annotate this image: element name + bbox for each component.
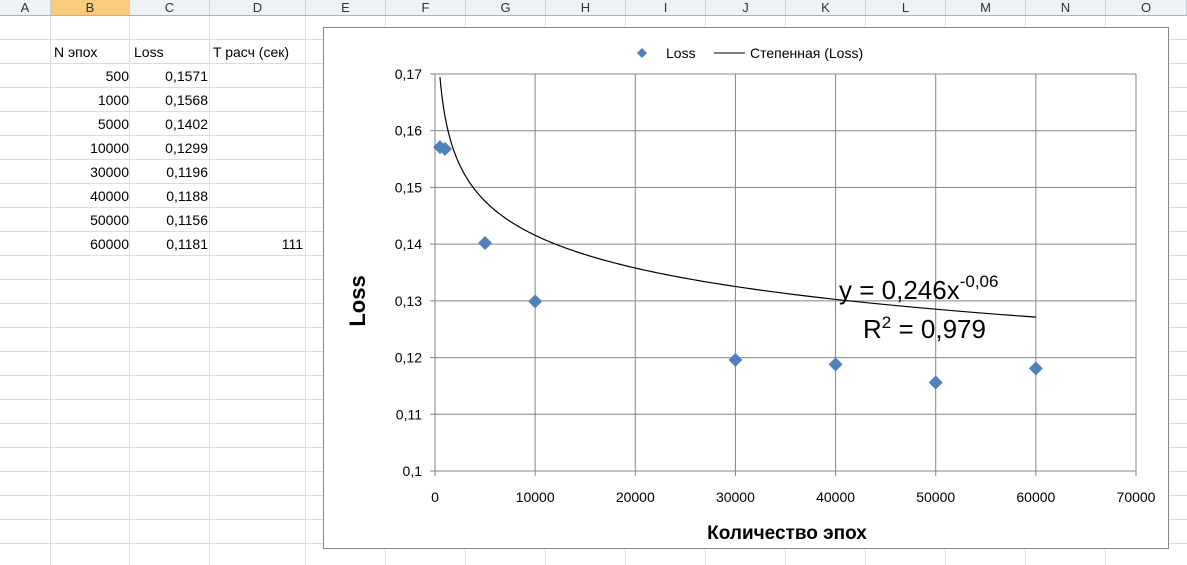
table-cell-loss[interactable]: 0,1196 bbox=[166, 164, 208, 180]
data-point[interactable] bbox=[438, 141, 453, 156]
y-axis-label: Loss bbox=[345, 275, 370, 326]
table-cell-t[interactable] bbox=[210, 208, 303, 232]
y-axis-ticks: 0,1 0,11 0,12 0,13 0,14 0,15 0,16 0,17 bbox=[395, 66, 435, 479]
column-header-a[interactable]: A bbox=[0, 0, 51, 15]
table-cell-n[interactable]: 30000 bbox=[90, 164, 129, 180]
x-axis-ticks: 0 10000 20000 30000 40000 50000 60000 70000 bbox=[431, 471, 1156, 505]
x-axis-label: Количество эпох bbox=[707, 523, 867, 544]
column-header-n[interactable]: N bbox=[1026, 0, 1106, 15]
table-cell-loss[interactable]: 0,1571 bbox=[165, 68, 208, 84]
y-tick-label: 0,13 bbox=[395, 293, 422, 309]
trendline-curve bbox=[439, 77, 1036, 318]
y-tick-label: 0,14 bbox=[395, 236, 422, 252]
chart[interactable]: 0,1 0,11 0,12 0,13 0,14 0,15 0,16 0,17 0 10000 20… bbox=[323, 27, 1169, 549]
header-loss[interactable]: Loss bbox=[134, 44, 164, 60]
table-cell-t[interactable] bbox=[210, 160, 303, 184]
y-tick-label: 0,17 bbox=[395, 66, 422, 82]
table-cell-t[interactable] bbox=[210, 112, 303, 136]
data-point[interactable] bbox=[1028, 361, 1043, 376]
table-cell-n[interactable]: 40000 bbox=[90, 188, 129, 204]
gridlines bbox=[434, 73, 1137, 472]
table-cell-t[interactable] bbox=[210, 88, 303, 112]
table-cell-n[interactable]: 5000 bbox=[97, 116, 129, 132]
loss-series bbox=[433, 140, 1043, 390]
data-point[interactable] bbox=[828, 357, 843, 372]
equation-text: y = 0,246x-0,06 bbox=[839, 272, 998, 305]
header-t-calc[interactable]: T расч (сек) bbox=[213, 44, 290, 60]
x-tick-label: 50000 bbox=[916, 489, 955, 505]
trendline bbox=[439, 77, 1036, 318]
x-tick-label: 20000 bbox=[616, 489, 655, 505]
grid-column-line bbox=[129, 16, 130, 565]
data-point[interactable] bbox=[528, 294, 543, 309]
table-cell-loss[interactable]: 0,1181 bbox=[166, 236, 208, 252]
x-tick-label: 70000 bbox=[1117, 489, 1156, 505]
x-tick-label: 60000 bbox=[1016, 489, 1055, 505]
legend-label-loss: Loss bbox=[666, 45, 696, 61]
y-tick-label: 0,16 bbox=[395, 123, 422, 139]
grid-column-line bbox=[305, 16, 306, 565]
column-header-l[interactable]: L bbox=[866, 0, 946, 15]
column-header-o[interactable]: O bbox=[1106, 0, 1187, 15]
table-cell-t[interactable] bbox=[210, 184, 303, 208]
column-header-k[interactable]: K bbox=[786, 0, 866, 15]
table-cell-t[interactable] bbox=[210, 136, 303, 160]
table-cell-t[interactable] bbox=[210, 64, 303, 88]
table-cell-loss[interactable]: 0,1156 bbox=[166, 212, 208, 228]
legend-label-trend: Степенная (Loss) bbox=[750, 45, 863, 61]
grid-column-line bbox=[50, 16, 51, 565]
table-cell-loss[interactable]: 0,1568 bbox=[165, 92, 208, 108]
legend-marker-loss bbox=[637, 48, 647, 58]
column-header-d[interactable]: D bbox=[210, 0, 306, 15]
data-point[interactable] bbox=[928, 375, 943, 390]
column-header-f[interactable]: F bbox=[386, 0, 466, 15]
trend-equation: y = 0,246x-0,06 R2 = 0,979 bbox=[839, 272, 998, 344]
table-cell-n[interactable]: 10000 bbox=[90, 140, 129, 156]
y-tick-label: 0,1 bbox=[403, 463, 423, 479]
column-header-i[interactable]: I bbox=[626, 0, 706, 15]
chart-svg: 0,1 0,11 0,12 0,13 0,14 0,15 0,16 0,17 0 10000 20… bbox=[345, 45, 1156, 544]
table-cell-n[interactable]: 500 bbox=[105, 68, 129, 84]
legend[interactable]: Loss Степенная (Loss) bbox=[637, 45, 863, 61]
column-header-h[interactable]: H bbox=[546, 0, 626, 15]
table-cell-n[interactable]: 1000 bbox=[97, 92, 129, 108]
y-tick-label: 0,12 bbox=[395, 350, 422, 366]
table-cell-loss[interactable]: 0,1299 bbox=[165, 140, 208, 156]
column-header-b[interactable]: B bbox=[51, 0, 130, 15]
table-cell-n[interactable]: 60000 bbox=[90, 236, 129, 252]
data-point[interactable] bbox=[728, 352, 743, 367]
y-tick-label: 0,11 bbox=[396, 406, 422, 422]
grid-column-line bbox=[209, 16, 210, 565]
column-header-c[interactable]: C bbox=[130, 0, 210, 15]
x-tick-label: 0 bbox=[431, 489, 439, 505]
header-n-epochs[interactable]: N эпох bbox=[54, 44, 98, 60]
column-header-j[interactable]: J bbox=[706, 0, 786, 15]
column-header-e[interactable]: E bbox=[306, 0, 386, 15]
x-tick-label: 10000 bbox=[516, 489, 555, 505]
y-tick-label: 0,15 bbox=[395, 179, 422, 195]
table-cell-loss[interactable]: 0,1402 bbox=[165, 116, 208, 132]
table-cell-loss[interactable]: 0,1188 bbox=[166, 188, 208, 204]
column-header-m[interactable]: M bbox=[946, 0, 1026, 15]
table-cell-n[interactable]: 50000 bbox=[90, 212, 129, 228]
column-header-g[interactable]: G bbox=[466, 0, 546, 15]
x-tick-label: 40000 bbox=[816, 489, 855, 505]
x-tick-label: 30000 bbox=[716, 489, 755, 505]
table-cell-t[interactable]: 111 bbox=[281, 236, 303, 252]
r-squared-text: R2 = 0,979 bbox=[863, 313, 986, 344]
data-point[interactable] bbox=[478, 236, 493, 251]
